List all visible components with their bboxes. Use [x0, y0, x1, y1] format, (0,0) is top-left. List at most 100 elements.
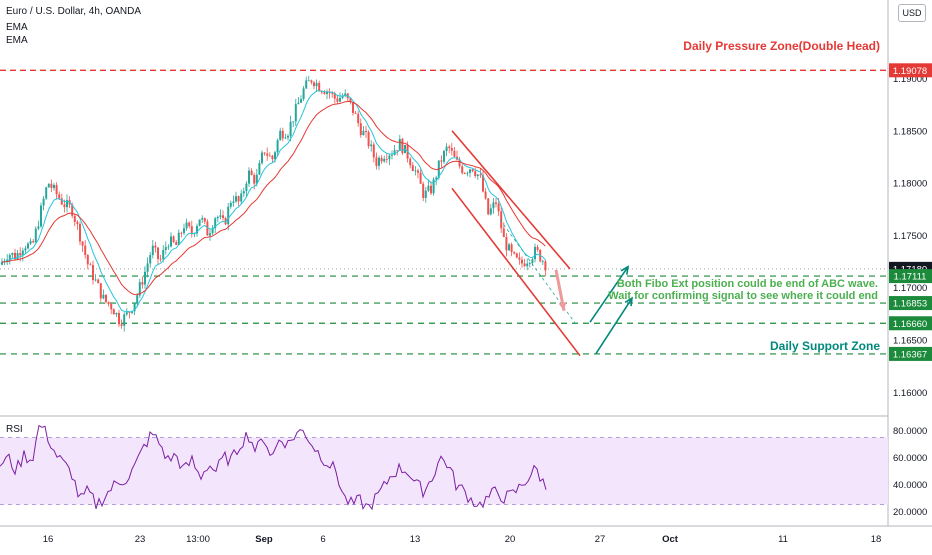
candle-body-49	[128, 312, 131, 314]
candle-body-88	[229, 202, 232, 207]
candle-body-89	[232, 201, 235, 203]
time-tick-0: 16	[43, 534, 54, 545]
candle-body-118	[307, 80, 310, 82]
time-tick-9: 11	[778, 534, 788, 545]
candle-body-122	[318, 82, 321, 92]
candle-body-19	[50, 183, 53, 189]
level-label-support: 1.16367	[893, 349, 927, 360]
ema-indicator-2[interactable]: EMA	[6, 35, 28, 46]
price-channel	[451, 130, 581, 357]
candle-body-28	[73, 215, 76, 222]
candle-body-160	[417, 170, 419, 173]
candle-body-80	[209, 233, 211, 236]
candle-body-40	[105, 294, 107, 302]
candle-body-52	[136, 295, 139, 304]
candle-body-9	[24, 248, 27, 251]
candle-body-105	[274, 152, 276, 160]
candle-body-179	[466, 172, 469, 174]
rsi-line	[0, 424, 547, 511]
price-tick-5: 1.16500	[893, 336, 927, 347]
candle-body-20	[53, 184, 55, 189]
candle-body-10	[27, 243, 29, 249]
candle-body-206	[536, 246, 539, 250]
candle-body-174	[453, 150, 456, 157]
price-tick-3: 1.17500	[893, 231, 927, 242]
candle-body-7	[19, 253, 22, 256]
candle-body-157	[409, 158, 412, 166]
candle-body-182	[474, 171, 477, 177]
candle-body-73	[190, 226, 193, 235]
candle-body-48	[125, 312, 128, 315]
candle-body-154	[401, 138, 404, 154]
candle-body-17	[45, 187, 48, 199]
candle-body-180	[469, 169, 471, 173]
candle-body-103	[268, 155, 271, 157]
price-levels	[0, 69, 888, 355]
candle-body-70	[183, 228, 185, 234]
candle-body-129	[336, 98, 339, 102]
candle-body-112	[292, 121, 295, 123]
candle-body-96	[250, 170, 253, 175]
candle-body-35	[92, 265, 94, 281]
ema-indicator-1[interactable]: EMA	[6, 22, 28, 33]
candle-body-0	[1, 261, 3, 265]
rsi-tick-0: 80.0000	[893, 426, 927, 437]
candle-body-131	[341, 95, 344, 98]
time-tick-10: 18	[871, 534, 882, 545]
time-tick-8: Oct	[662, 534, 679, 545]
candlesticks	[1, 75, 547, 332]
candle-body-161	[419, 172, 422, 184]
candle-body-167	[435, 177, 438, 180]
level-label-level-1: 1.17111	[894, 272, 927, 283]
channel-upper	[451, 130, 571, 270]
time-tick-1: 23	[135, 534, 146, 545]
candle-body-27	[71, 204, 74, 216]
candle-body-114	[297, 102, 300, 105]
time-tick-7: 27	[595, 534, 606, 545]
candle-body-60	[157, 247, 159, 259]
candle-body-209	[544, 261, 547, 271]
candle-body-55	[144, 271, 146, 285]
candle-body-171	[445, 146, 448, 152]
candle-body-146	[380, 157, 383, 162]
candle-body-109	[284, 137, 287, 139]
candle-body-128	[333, 93, 336, 99]
candle-body-4	[11, 252, 14, 255]
candle-body-172	[448, 146, 451, 149]
candle-body-92	[240, 193, 243, 202]
candle-body-85	[222, 215, 224, 219]
candle-body-192	[500, 211, 503, 229]
candle-body-158	[411, 165, 414, 172]
arrow-head-2	[558, 302, 567, 311]
candle-body-82	[214, 218, 217, 229]
candle-body-77	[201, 218, 204, 220]
candle-body-86	[224, 218, 227, 225]
candle-body-93	[242, 191, 245, 194]
candle-body-95	[248, 170, 250, 184]
candle-body-46	[120, 324, 123, 326]
candle-body-5	[14, 252, 16, 260]
candle-body-79	[206, 221, 209, 236]
candle-body-148	[385, 158, 388, 160]
candle-body-84	[219, 215, 222, 217]
candle-body-72	[188, 222, 191, 227]
candle-body-165	[430, 185, 432, 194]
candle-body-163	[424, 190, 427, 198]
candle-body-130	[339, 97, 341, 102]
symbol-title[interactable]: Euro / U.S. Dollar, 4h, OANDA	[6, 6, 142, 17]
time-tick-6: 20	[505, 534, 516, 545]
candle-body-183	[476, 174, 479, 177]
candle-body-125	[326, 91, 328, 94]
candle-body-132	[344, 93, 347, 96]
candle-body-98	[255, 174, 258, 184]
candle-body-113	[294, 104, 297, 122]
ema-slow-line	[2, 101, 546, 296]
candle-body-53	[138, 282, 141, 296]
candle-body-189	[492, 202, 495, 209]
currency-button[interactable]: USD	[898, 4, 926, 22]
candle-body-141	[367, 131, 370, 147]
level-label-level-2: 1.16853	[893, 299, 927, 310]
candle-body-178	[463, 173, 466, 174]
candle-body-150	[391, 154, 393, 156]
